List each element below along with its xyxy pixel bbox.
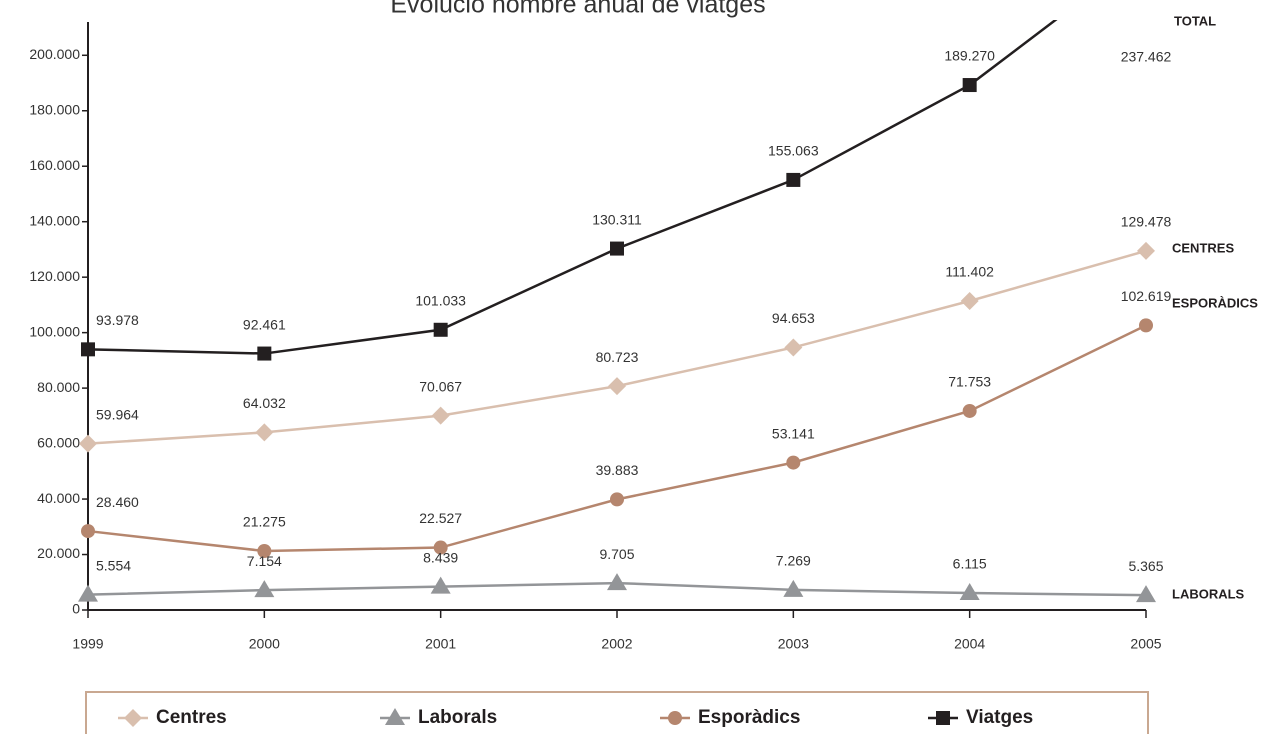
x-tick-label: 2000	[249, 636, 280, 652]
y-tick-label: 20.000	[37, 545, 80, 561]
marker	[254, 580, 275, 598]
data-label: 22.527	[419, 510, 462, 526]
y-tick-label: 120.000	[29, 268, 80, 284]
legend-label: Centres	[156, 707, 227, 728]
x-tick-label: 2002	[601, 636, 632, 652]
data-label: 130.311	[592, 211, 642, 227]
data-label: 64.032	[243, 395, 286, 411]
marker	[610, 241, 624, 256]
marker	[433, 322, 448, 337]
y-tick-label: 60.000	[37, 434, 80, 450]
marker	[257, 346, 272, 361]
marker	[959, 583, 980, 601]
legend-label: Viatges	[966, 707, 1033, 728]
marker	[430, 576, 451, 594]
series-line	[87, 249, 1147, 445]
marker	[385, 708, 405, 725]
data-label: 189.270	[944, 48, 995, 64]
y-tick-label: 140.000	[29, 212, 80, 228]
marker	[610, 492, 624, 507]
marker	[608, 377, 626, 396]
marker	[257, 543, 272, 558]
marker	[255, 423, 274, 442]
data-label: 53.141	[772, 425, 815, 441]
marker	[960, 292, 979, 311]
data-label: 111.402	[945, 264, 994, 280]
x-tick-label: 2005	[1130, 636, 1161, 652]
data-label: 70.067	[419, 378, 462, 394]
y-tick-label: 40.000	[37, 490, 80, 506]
marker	[81, 342, 95, 357]
data-label: 129.478	[1121, 214, 1172, 230]
marker	[79, 434, 97, 453]
data-label: 94.653	[772, 310, 815, 326]
legend-box	[85, 691, 1149, 734]
data-label: 28.460	[96, 494, 139, 510]
data-label: 59.964	[96, 406, 139, 422]
series-end-label: TOTAL	[1174, 13, 1216, 28]
marker	[783, 579, 804, 597]
marker	[431, 406, 450, 425]
marker	[936, 711, 950, 725]
data-label: 93.978	[96, 312, 139, 328]
data-label: 237.462	[1121, 49, 1172, 65]
marker	[1139, 318, 1153, 333]
marker	[607, 573, 627, 591]
series-end-label: CENTRES	[1172, 240, 1234, 255]
marker	[81, 524, 95, 539]
data-label: 102.619	[1121, 288, 1172, 304]
x-tick-label: 2004	[954, 636, 985, 652]
marker	[124, 709, 142, 727]
marker	[962, 403, 977, 418]
legend-label: Laborals	[418, 707, 497, 728]
y-tick-label: 180.000	[29, 101, 80, 117]
x-tick-label: 1999	[72, 636, 103, 652]
y-tick-label: 160.000	[29, 157, 80, 173]
data-label: 9.705	[599, 546, 634, 562]
data-label: 5.365	[1128, 558, 1163, 574]
chart-title: Evolució nombre anual de viatges	[390, 0, 765, 19]
marker	[78, 584, 98, 602]
data-label: 155.063	[768, 143, 819, 159]
marker	[784, 338, 803, 357]
marker	[786, 455, 801, 470]
data-label: 8.439	[423, 549, 458, 565]
y-tick-label: 0	[72, 601, 80, 617]
series-end-label: LABORALS	[1172, 586, 1245, 601]
y-tick-label: 80.000	[37, 379, 80, 395]
marker	[1137, 241, 1155, 260]
data-label: 92.461	[243, 316, 286, 332]
series-end-label: ESPORÀDICS	[1172, 295, 1258, 310]
marker	[433, 540, 448, 555]
x-tick-label: 2001	[425, 636, 456, 652]
marker	[962, 78, 977, 93]
data-label: 80.723	[596, 349, 639, 365]
y-tick-label: 200.000	[29, 46, 80, 62]
data-label: 5.554	[96, 557, 131, 573]
x-tick-label: 2003	[778, 636, 809, 652]
data-label: 7.269	[776, 553, 811, 569]
data-label: 71.753	[948, 374, 991, 390]
y-tick-label: 100.000	[29, 323, 80, 339]
data-label: 39.883	[596, 462, 639, 478]
legend-label: Esporàdics	[698, 707, 800, 728]
marker	[786, 172, 801, 187]
data-label: 21.275	[243, 514, 286, 530]
plot-area	[78, 20, 1156, 603]
data-label: 101.033	[415, 292, 466, 308]
marker	[668, 711, 682, 725]
data-label: 6.115	[953, 556, 987, 572]
data-label: 7.154	[247, 553, 282, 569]
marker	[1136, 585, 1156, 603]
